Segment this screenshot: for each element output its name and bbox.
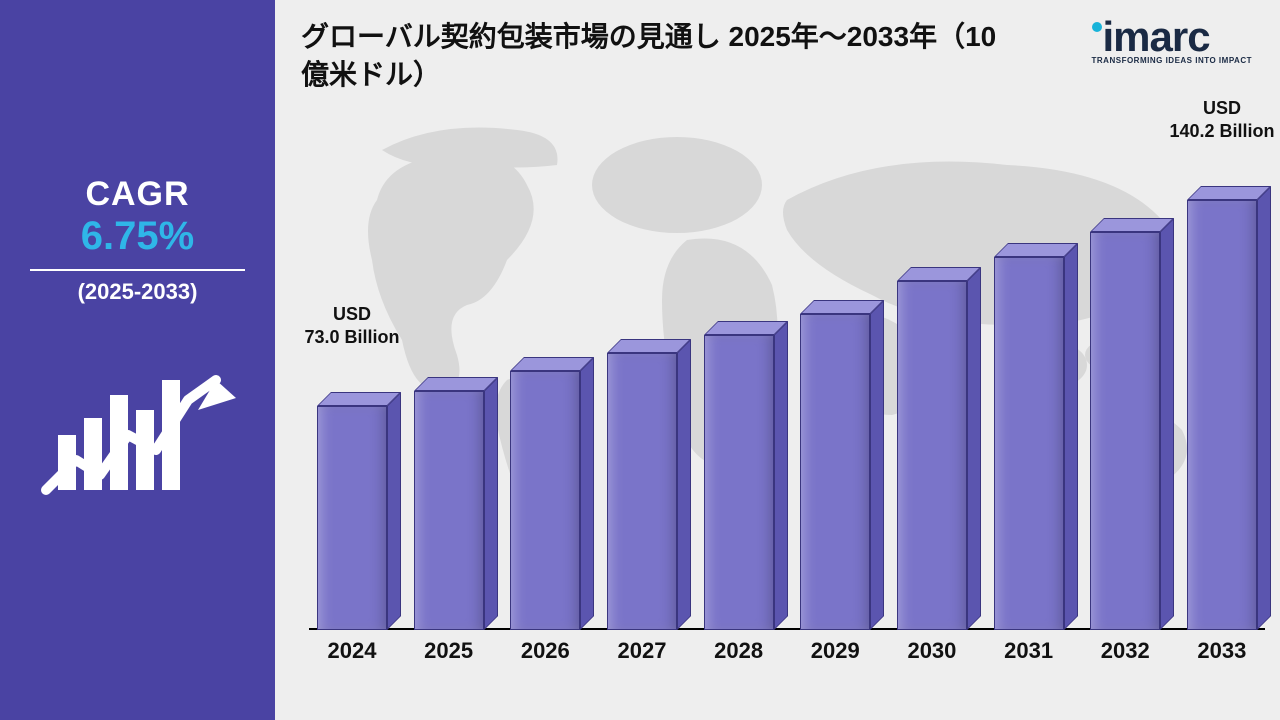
x-axis-label: 2032	[1090, 638, 1160, 664]
x-axis-label: 2029	[800, 638, 870, 664]
cagr-label: CAGR	[0, 175, 275, 214]
bar	[607, 353, 677, 630]
bar	[897, 281, 967, 630]
logo-wordmark: imarc	[1103, 18, 1210, 56]
bar-chart: 2024202520262027202820292030203120322033…	[317, 150, 1257, 630]
x-axis-label: 2031	[994, 638, 1064, 664]
cagr-block: CAGR 6.75% (2025-2033)	[0, 175, 275, 305]
x-axis-label: 2028	[704, 638, 774, 664]
bar	[510, 371, 580, 630]
x-axis-label: 2030	[897, 638, 967, 664]
value-callout: USD73.0 Billion	[292, 303, 412, 348]
value-callout: USD140.2 Billion	[1162, 97, 1280, 142]
infographic-stage: CAGR 6.75% (2025-2033) グローバル契約包装市場の見通し 2…	[0, 0, 1280, 720]
bars-container	[317, 200, 1257, 630]
x-axis-labels: 2024 2025 2026 2027 2028 2029 2030 2031 2032 2033	[317, 638, 1257, 664]
growth-chart-icon	[38, 340, 238, 510]
x-axis-label: 2024	[317, 638, 387, 664]
bar	[1090, 232, 1160, 630]
cagr-divider	[30, 269, 245, 271]
main-panel: グローバル契約包装市場の見通し 2025年～2033年（10億米ドル） imar…	[275, 0, 1280, 720]
x-axis-label: 2033	[1187, 638, 1257, 664]
bar	[800, 314, 870, 630]
x-axis-label: 2027	[607, 638, 677, 664]
x-axis-label: 2026	[510, 638, 580, 664]
bar	[994, 257, 1064, 630]
bar	[414, 391, 484, 630]
bar	[704, 335, 774, 630]
cagr-value: 6.75%	[0, 214, 275, 259]
logo-tagline: TRANSFORMING IDEAS INTO IMPACT	[1092, 56, 1252, 65]
chart-title: グローバル契約包装市場の見通し 2025年～2033年（10億米ドル）	[301, 18, 1021, 94]
sidebar-panel: CAGR 6.75% (2025-2033)	[0, 0, 275, 720]
bar	[1187, 200, 1257, 630]
cagr-period: (2025-2033)	[0, 279, 275, 305]
bar	[317, 406, 387, 630]
x-axis-label: 2025	[414, 638, 484, 664]
logo-dot-icon	[1092, 22, 1102, 32]
brand-logo: imarc TRANSFORMING IDEAS INTO IMPACT	[1092, 18, 1252, 65]
